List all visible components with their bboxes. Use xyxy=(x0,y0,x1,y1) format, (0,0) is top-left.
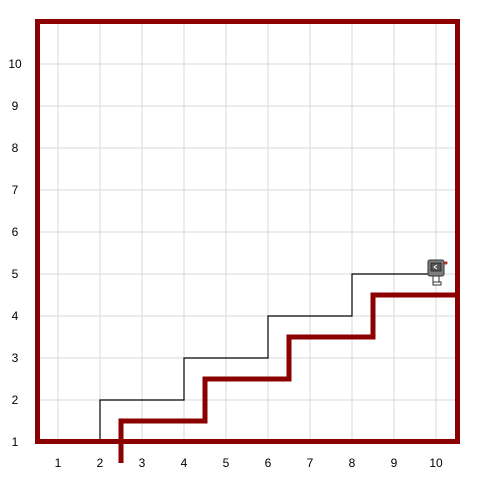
x-axis-label: 1 xyxy=(55,456,62,470)
y-axis-label: 10 xyxy=(8,57,22,71)
robot-figure xyxy=(428,260,448,285)
y-axis-label: 8 xyxy=(12,141,19,155)
robot-nose xyxy=(444,261,447,264)
x-axis-label: 5 xyxy=(223,456,230,470)
y-axis-label: 3 xyxy=(12,351,19,365)
robot-icon xyxy=(428,260,448,285)
x-axis-label: 8 xyxy=(349,456,356,470)
y-axis-label: 2 xyxy=(12,393,19,407)
y-axis-label: 9 xyxy=(12,99,19,113)
y-axis-label: 7 xyxy=(12,183,19,197)
x-axis-label: 10 xyxy=(429,456,443,470)
x-axis-label: 4 xyxy=(181,456,188,470)
y-axis-label: 1 xyxy=(12,435,19,449)
x-axis-label: 2 xyxy=(97,456,104,470)
robot-leg xyxy=(433,276,439,282)
x-axis-label: 9 xyxy=(391,456,398,470)
x-axis-label: 3 xyxy=(139,456,146,470)
y-axis-label: 6 xyxy=(12,225,19,239)
x-axis-label: 7 xyxy=(307,456,314,470)
y-axis-label: 4 xyxy=(12,309,19,323)
x-axis-labels: 1 2 3 4 5 6 7 8 9 10 xyxy=(55,456,443,470)
x-axis-label: 6 xyxy=(265,456,272,470)
robot-screen xyxy=(431,263,441,271)
staircase-wall xyxy=(121,295,457,463)
y-axis-labels: 10 9 8 7 6 5 4 3 2 1 xyxy=(8,57,22,449)
y-axis-label: 5 xyxy=(12,267,19,281)
robot-foot xyxy=(433,282,441,285)
